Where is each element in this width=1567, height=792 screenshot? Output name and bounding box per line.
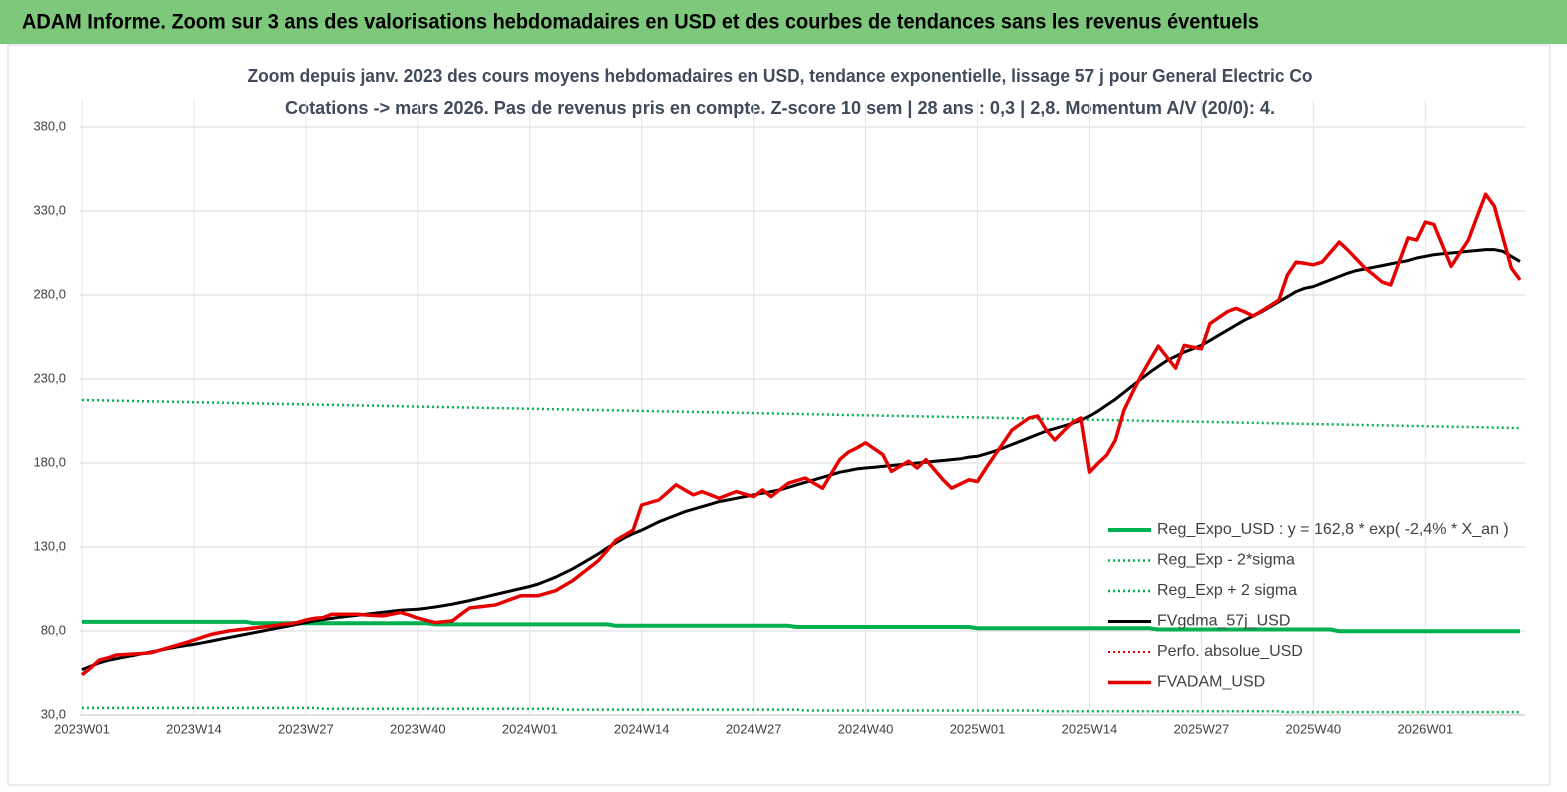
chart-subtitle: Cotations -> mars 2026. Pas de revenus p… bbox=[285, 98, 1275, 118]
legend-label: FVgdma_57j_USD bbox=[1157, 613, 1290, 630]
y-tick-label: 380,0 bbox=[33, 118, 66, 133]
x-tick-label: 2025W01 bbox=[950, 721, 1006, 736]
x-tick-label: 2023W40 bbox=[390, 721, 446, 736]
x-tick-label: 2024W14 bbox=[614, 721, 670, 736]
x-tick-label: 2025W40 bbox=[1286, 721, 1342, 736]
legend-label: Reg_Exp - 2*sigma bbox=[1157, 552, 1295, 569]
series-line bbox=[82, 619, 1520, 634]
y-tick-label: 280,0 bbox=[33, 286, 66, 301]
header-bar bbox=[0, 0, 1567, 44]
y-tick-label: 30,0 bbox=[41, 706, 66, 721]
legend-label: Reg_Expo_USD : y = 162,8 * exp( -2,4% * … bbox=[1157, 521, 1509, 538]
y-tick-label: 80,0 bbox=[41, 622, 66, 637]
x-tick-label: 2023W27 bbox=[278, 721, 334, 736]
y-tick-label: 130,0 bbox=[33, 538, 66, 553]
x-tick-label: 2025W27 bbox=[1174, 721, 1230, 736]
x-tick-label: 2023W14 bbox=[166, 721, 222, 736]
series-line bbox=[80, 192, 1522, 677]
x-tick-label: 2023W01 bbox=[54, 721, 110, 736]
x-tick-label: 2024W01 bbox=[502, 721, 558, 736]
legend-label: Reg_Exp + 2 sigma bbox=[1157, 582, 1297, 599]
chart-title: ADAM Informe. Zoom sur 3 ans des valoris… bbox=[22, 11, 1259, 34]
x-tick-label: 2024W40 bbox=[838, 721, 894, 736]
x-tick-label: 2025W14 bbox=[1062, 721, 1118, 736]
y-tick-label: 180,0 bbox=[33, 454, 66, 469]
legend-label: Perfo. absolue_USD bbox=[1157, 643, 1303, 660]
legend-label: FVADAM_USD bbox=[1157, 674, 1265, 691]
x-tick-label: 2024W27 bbox=[726, 721, 782, 736]
chart-area bbox=[7, 44, 1551, 786]
y-tick-label: 230,0 bbox=[33, 370, 66, 385]
y-tick-label: 330,0 bbox=[33, 202, 66, 217]
x-tick-label: 2026W01 bbox=[1397, 721, 1453, 736]
chart-subtitle: Zoom depuis janv. 2023 des cours moyens … bbox=[248, 66, 1313, 86]
